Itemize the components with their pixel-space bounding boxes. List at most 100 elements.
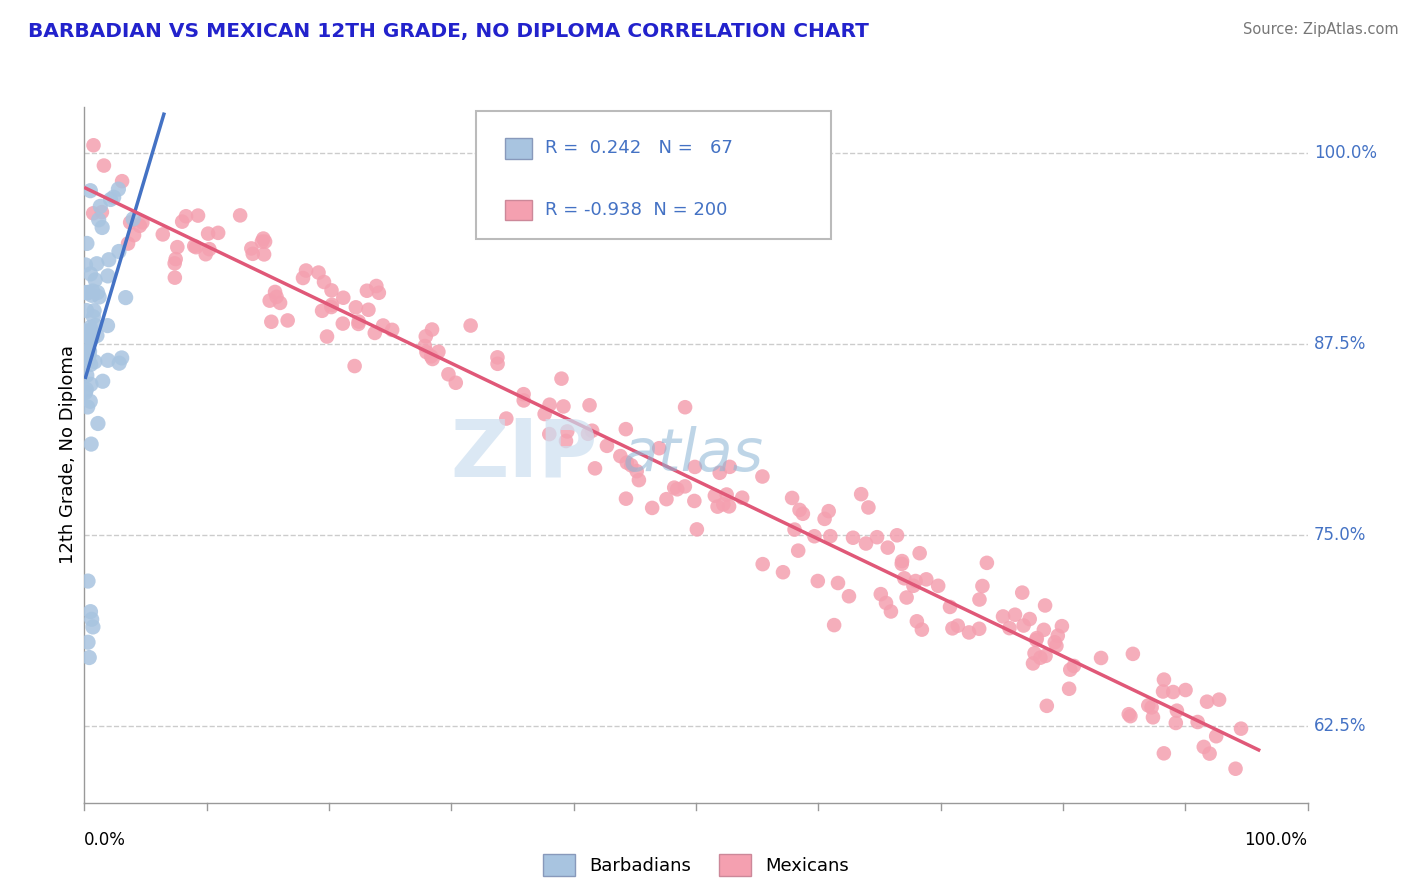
- Point: [77, 336, 100, 351]
- Point: [820, 529, 842, 543]
- Point: [107, 182, 129, 196]
- Point: [80, 612, 103, 626]
- Point: [420, 349, 443, 363]
- Point: [183, 239, 205, 253]
- Point: [1033, 599, 1056, 613]
- Text: 0.0%: 0.0%: [84, 830, 127, 848]
- Point: [437, 368, 460, 382]
- Point: [79, 331, 101, 345]
- Point: [80, 377, 103, 392]
- Point: [957, 625, 980, 640]
- Point: [128, 219, 150, 233]
- Point: [1137, 698, 1160, 713]
- Point: [269, 296, 291, 310]
- Point: [253, 247, 276, 261]
- Point: [891, 554, 914, 568]
- Point: [97, 252, 120, 267]
- Point: [1118, 707, 1140, 722]
- Point: [197, 227, 219, 241]
- Point: [1029, 650, 1052, 665]
- Point: [583, 461, 606, 475]
- Point: [683, 459, 706, 474]
- Point: [80, 288, 103, 302]
- Point: [250, 235, 273, 249]
- Point: [264, 285, 287, 299]
- Point: [673, 479, 696, 493]
- Point: [939, 599, 962, 614]
- Point: [86, 328, 108, 343]
- Point: [512, 387, 534, 401]
- Point: [512, 393, 534, 408]
- Point: [792, 507, 814, 521]
- Legend: Barbadians, Mexicans: Barbadians, Mexicans: [536, 847, 856, 883]
- Point: [718, 500, 741, 514]
- Point: [89, 290, 111, 304]
- Y-axis label: 12th Grade, No Diploma: 12th Grade, No Diploma: [59, 345, 77, 565]
- Point: [122, 211, 145, 226]
- Point: [1166, 704, 1188, 718]
- Point: [347, 317, 370, 331]
- Text: BARBADIAN VS MEXICAN 12TH GRADE, NO DIPLOMA CORRELATION CHART: BARBADIAN VS MEXICAN 12TH GRADE, NO DIPL…: [28, 22, 869, 41]
- Point: [76, 285, 98, 300]
- Point: [381, 323, 404, 337]
- Point: [855, 536, 877, 550]
- Point: [413, 339, 436, 353]
- Point: [1004, 607, 1026, 622]
- Point: [1142, 710, 1164, 724]
- Point: [311, 303, 333, 318]
- Point: [823, 618, 845, 632]
- Point: [80, 331, 103, 345]
- Point: [1046, 629, 1069, 643]
- Point: [420, 322, 443, 336]
- Point: [620, 458, 643, 473]
- Point: [79, 320, 101, 334]
- Point: [616, 456, 638, 470]
- Point: [163, 270, 186, 285]
- Point: [97, 268, 120, 283]
- Text: 87.5%: 87.5%: [1313, 335, 1367, 353]
- Point: [254, 235, 277, 249]
- Point: [969, 592, 991, 607]
- Point: [1043, 635, 1066, 649]
- Point: [80, 358, 103, 372]
- Point: [75, 385, 97, 400]
- Point: [371, 318, 394, 333]
- Point: [1025, 632, 1047, 647]
- Point: [789, 503, 811, 517]
- Point: [77, 635, 100, 649]
- Point: [998, 621, 1021, 635]
- Point: [366, 279, 388, 293]
- Point: [163, 256, 186, 270]
- Point: [1225, 762, 1247, 776]
- Point: [946, 618, 969, 632]
- Point: [198, 242, 221, 256]
- Point: [1122, 647, 1144, 661]
- Point: [866, 530, 889, 544]
- Point: [716, 487, 738, 501]
- Point: [1090, 651, 1112, 665]
- Point: [486, 351, 509, 365]
- Point: [422, 351, 444, 366]
- Point: [321, 300, 343, 314]
- Point: [1036, 698, 1059, 713]
- Point: [772, 566, 794, 580]
- Point: [96, 318, 118, 333]
- Point: [1035, 648, 1057, 663]
- Point: [842, 531, 865, 545]
- Point: [75, 325, 97, 339]
- Point: [1012, 618, 1035, 632]
- Point: [655, 492, 678, 507]
- Point: [260, 315, 283, 329]
- Point: [807, 574, 830, 588]
- Point: [80, 437, 103, 451]
- Point: [367, 285, 389, 300]
- Point: [83, 303, 105, 318]
- Point: [553, 400, 575, 414]
- Point: [1119, 709, 1142, 723]
- Point: [82, 284, 104, 298]
- Point: [80, 326, 103, 341]
- Point: [555, 434, 578, 448]
- Point: [890, 557, 912, 571]
- Point: [1187, 714, 1209, 729]
- Point: [308, 266, 330, 280]
